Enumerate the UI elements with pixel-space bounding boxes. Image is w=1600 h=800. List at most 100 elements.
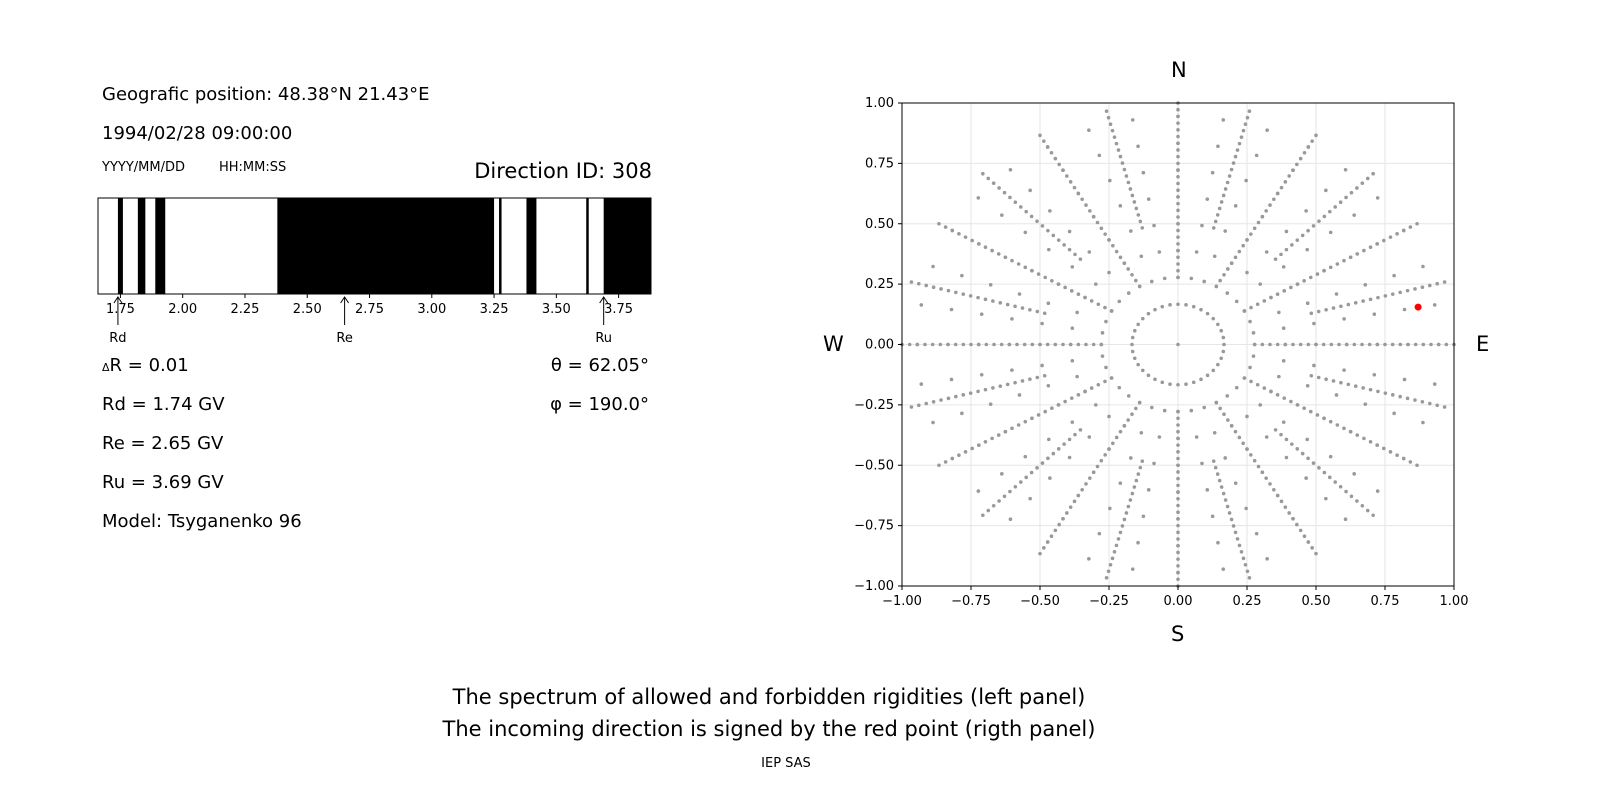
direction-point xyxy=(1104,575,1109,580)
direction-point xyxy=(1130,349,1135,354)
direction-point xyxy=(1322,470,1327,475)
direction-point xyxy=(1268,203,1272,207)
direction-point xyxy=(1076,191,1081,196)
direction-point xyxy=(1221,349,1226,354)
direction-point xyxy=(1298,528,1303,533)
direction-point xyxy=(1038,342,1042,347)
direction-point xyxy=(986,176,991,181)
direction-point xyxy=(1069,396,1074,400)
direction-point xyxy=(1368,297,1373,302)
direction-point xyxy=(1138,465,1143,470)
direction-point xyxy=(1016,262,1021,266)
direction-point xyxy=(1176,208,1180,213)
direction-point xyxy=(1176,543,1180,548)
direction-point xyxy=(1308,275,1313,280)
direction-point xyxy=(1265,128,1269,132)
direction-point xyxy=(1329,342,1334,347)
direction-point xyxy=(1281,326,1286,330)
direction-point xyxy=(1072,185,1077,190)
direction-point xyxy=(1282,289,1287,293)
direction-point xyxy=(1008,489,1012,494)
direction-point xyxy=(1306,228,1310,233)
direction-point xyxy=(1168,382,1172,386)
direction-point xyxy=(996,252,1001,256)
direction-point xyxy=(1264,209,1268,213)
y-tick-label: −0.75 xyxy=(854,519,894,534)
direction-point xyxy=(1229,261,1234,265)
direction-point xyxy=(1072,499,1077,504)
x-tick-label: −0.75 xyxy=(951,594,991,609)
direction-point xyxy=(1334,393,1339,397)
direction-point xyxy=(1106,569,1111,574)
direction-point xyxy=(1290,243,1294,247)
direction-point xyxy=(1020,379,1025,383)
direction-point xyxy=(943,460,948,464)
direction-point xyxy=(1237,435,1242,440)
direction-point xyxy=(1249,379,1253,384)
spectrum-tick-label: 2.75 xyxy=(355,302,384,317)
direction-point xyxy=(1260,214,1265,219)
direction-point xyxy=(983,245,988,250)
spectrum-tick-label: 2.25 xyxy=(230,302,259,317)
marker-label: Re xyxy=(336,331,352,346)
direction-point xyxy=(1273,428,1278,432)
direction-point xyxy=(1015,342,1019,347)
direction-point xyxy=(1076,393,1081,397)
direction-point xyxy=(1355,186,1359,190)
direction-point xyxy=(1176,550,1180,555)
time-format-hint: HH:MM:SS xyxy=(219,160,287,175)
direction-point xyxy=(1003,429,1008,434)
direction-point xyxy=(1134,206,1139,211)
direction-point xyxy=(1111,441,1115,446)
direction-point xyxy=(1281,359,1286,363)
direction-point xyxy=(1120,524,1125,528)
direction-point xyxy=(1002,494,1007,499)
direction-point xyxy=(1398,394,1402,399)
direction-point xyxy=(1234,299,1239,304)
direction-point xyxy=(1279,185,1284,190)
direction-point xyxy=(1112,135,1117,139)
direction-point xyxy=(1361,299,1365,303)
direction-point xyxy=(1254,153,1259,158)
direction-point xyxy=(1415,463,1419,468)
spectrum-tick-label: 1.75 xyxy=(106,302,135,317)
direction-point xyxy=(1202,405,1207,410)
direction-point xyxy=(1235,537,1240,541)
direction-point xyxy=(1176,510,1180,515)
y-tick-label: 0.00 xyxy=(865,338,894,353)
direction-point xyxy=(1129,229,1133,233)
direction-id: Direction ID: 308 xyxy=(474,159,652,183)
direction-point xyxy=(1284,229,1289,234)
direction-point xyxy=(1149,405,1154,410)
direction-point xyxy=(1442,405,1447,409)
direction-point xyxy=(1309,373,1314,378)
direction-point xyxy=(1302,406,1306,411)
direction-point xyxy=(1042,139,1046,143)
direction-point xyxy=(1100,331,1105,335)
direction-point xyxy=(1355,433,1360,437)
direction-point xyxy=(1322,268,1326,273)
direction-point xyxy=(954,290,958,295)
direction-point xyxy=(1376,295,1380,300)
spectrum-tick-label: 2.50 xyxy=(293,302,322,317)
direction-point xyxy=(1279,499,1284,504)
direction-point xyxy=(1005,302,1010,307)
direction-point xyxy=(1306,540,1311,544)
direction-point xyxy=(1244,178,1248,183)
direction-point xyxy=(1298,342,1303,347)
direction-point xyxy=(1176,168,1180,172)
direction-point xyxy=(1176,275,1180,280)
direction-point xyxy=(1258,403,1263,407)
direction-point xyxy=(950,228,955,233)
direction-point xyxy=(1141,514,1146,519)
direction-point xyxy=(1091,342,1096,347)
direction-point xyxy=(1375,342,1380,347)
direction-point xyxy=(1056,403,1061,407)
direction-point xyxy=(1231,161,1236,165)
x-tick-label: −0.25 xyxy=(1089,594,1129,609)
direction-point xyxy=(907,342,912,347)
direction-point xyxy=(1096,382,1101,387)
direction-point xyxy=(1176,470,1180,474)
direction-point xyxy=(1344,195,1348,200)
direction-point xyxy=(1134,478,1139,483)
